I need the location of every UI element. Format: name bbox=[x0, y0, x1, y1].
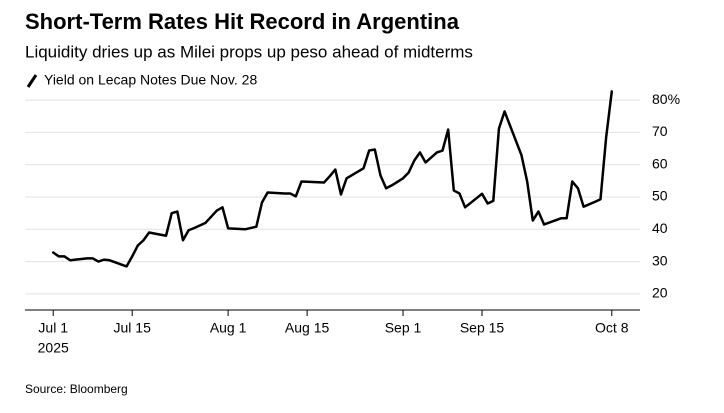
x-tick-label: Jul 15 bbox=[114, 320, 152, 336]
series-line bbox=[51, 90, 614, 268]
y-tick-label: 60 bbox=[652, 155, 668, 171]
x-tick-label: Jul 1 bbox=[38, 320, 68, 336]
x-tick-label: Sep 1 bbox=[385, 320, 422, 336]
legend-swatch bbox=[26, 74, 38, 88]
source: Source: Bloomberg bbox=[25, 382, 128, 396]
y-tick-label: 20 bbox=[652, 285, 668, 301]
y-tick-label: 40 bbox=[652, 220, 668, 236]
y-tick-label: 50 bbox=[652, 188, 668, 204]
x-year-label: 2025 bbox=[38, 340, 69, 356]
y-tick-label: 70 bbox=[652, 123, 668, 139]
chart-title: Short-Term Rates Hit Record in Argentina bbox=[25, 9, 460, 34]
x-tick-label: Aug 1 bbox=[210, 320, 247, 336]
chart-subtitle: Liquidity dries up as Milei props up pes… bbox=[25, 42, 473, 61]
y-tick-label: 30 bbox=[652, 252, 668, 268]
x-tick-label: Oct 8 bbox=[595, 320, 629, 336]
legend-label: Yield on Lecap Notes Due Nov. 28 bbox=[44, 72, 257, 88]
x-tick-label: Sep 15 bbox=[460, 320, 505, 336]
x-tick-label: Aug 15 bbox=[285, 320, 330, 336]
y-tick-label: 80% bbox=[652, 91, 680, 107]
